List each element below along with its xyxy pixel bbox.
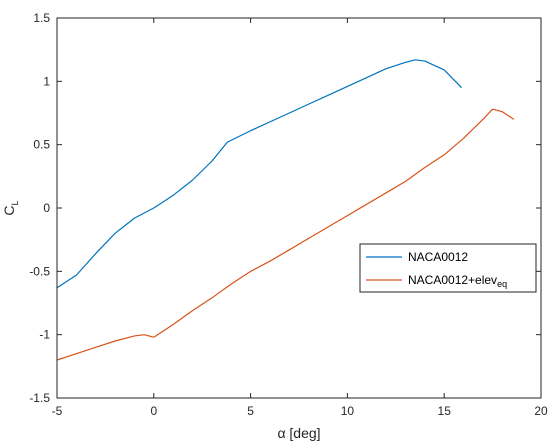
x-axis-label: α [deg] [277,425,320,441]
x-tick-label-2: 5 [247,404,254,418]
y-axis-label: CL [1,200,20,215]
y-tick-label-1: -1 [39,328,50,342]
x-tick-label-3: 10 [341,404,355,418]
series-layer [56,59,515,361]
y-axis: -1.5 -1 -0.5 0 0.5 1 1.5 [29,11,541,405]
y-axis-label-base: C [1,205,17,215]
y-tick-label-4: 0.5 [33,138,50,152]
x-tick-label-4: 15 [438,404,452,418]
y-tick-label-2: -0.5 [29,264,50,278]
x-axis: -5 0 5 10 15 20 [52,18,548,418]
x-tick-label-5: 20 [534,404,548,418]
plot-area [57,18,541,398]
y-tick-label-0: -1.5 [29,391,50,405]
legend: NACA0012 NACA0012+eleveq [359,243,537,293]
y-tick-label-6: 1.5 [33,11,50,25]
series-line-0 [56,59,463,289]
legend-label-naca0012-name: NACA0012 [408,250,468,264]
legend-label-naca0012: NACA0012 [408,250,468,264]
legend-label-naca0012-elev: NACA0012+eleveq [408,273,507,289]
y-tick-label-5: 1 [43,74,50,88]
x-tick-label-0: -5 [52,404,63,418]
series-line-1 [56,108,515,361]
legend-box [359,243,537,293]
legend-label-naca0012-elev-sub: eq [497,279,507,289]
x-tick-label-1: 0 [150,404,157,418]
legend-label-naca0012-elev-name: NACA0012+elev [408,273,497,287]
y-tick-label-3: 0 [43,201,50,215]
y-axis-label-sub: L [10,200,20,205]
